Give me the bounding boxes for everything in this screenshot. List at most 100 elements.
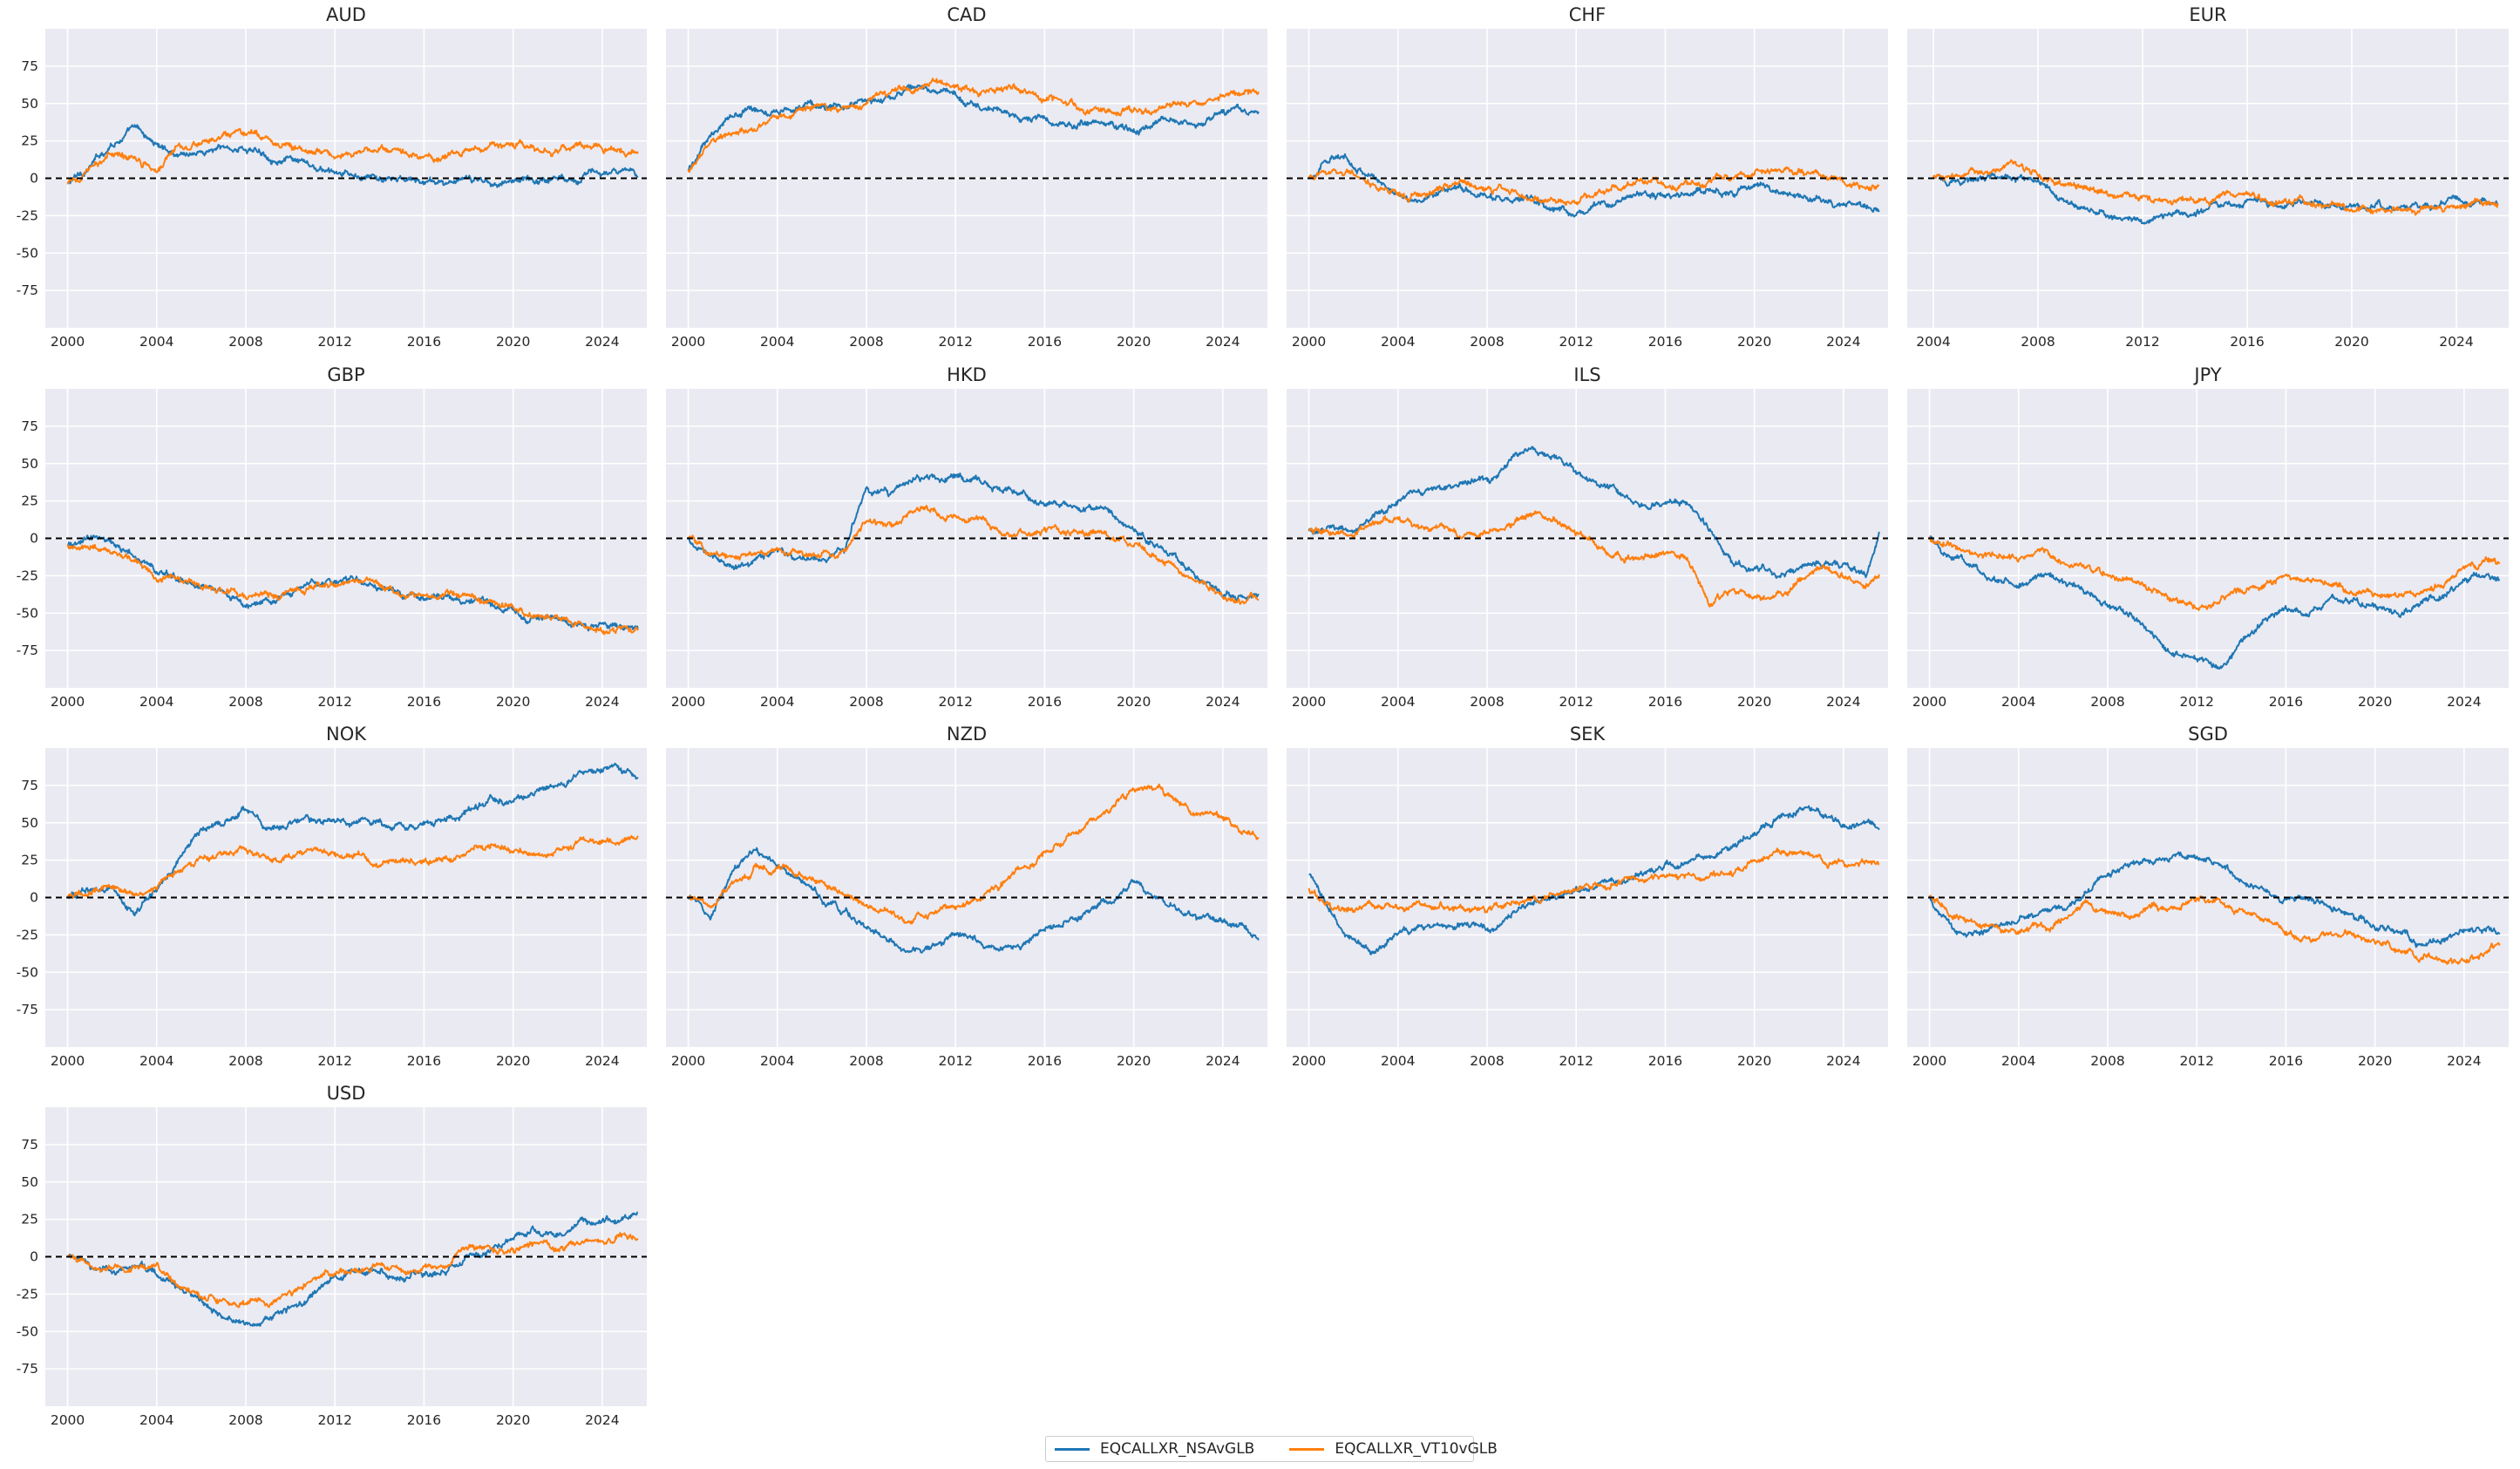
x-tick-label: 2004: [1916, 334, 1950, 350]
x-tick-label: 2024: [2447, 1053, 2481, 1069]
series-line-nsa-sgd: [1928, 851, 2501, 949]
series-line-vt10-chf: [1308, 166, 1880, 206]
x-tick-label: 2000: [1912, 1053, 1946, 1069]
x-tick-label: 2016: [407, 1053, 441, 1069]
x-tick-label: 2024: [1826, 1053, 1860, 1069]
x-tick-label: 2012: [317, 694, 351, 710]
y-tick-label: -50: [17, 964, 38, 980]
x-tick-label: 2004: [1381, 694, 1415, 710]
x-tick-label: 2024: [1206, 694, 1240, 710]
series-line-nsa-eur: [1932, 172, 2499, 225]
x-tick-label: 2020: [1737, 1053, 1771, 1069]
panel-title-eur: EUR: [2189, 4, 2226, 25]
legend-entry-nsa: EQCALLXR_NSAvGLB: [1046, 1440, 1254, 1458]
series-line-nsa-jpy: [1929, 535, 2501, 670]
y-tick-label: 25: [21, 853, 38, 868]
x-tick-label: 2020: [1737, 334, 1771, 350]
x-tick-label: 2020: [1117, 334, 1151, 350]
x-tick-label: 2024: [585, 1412, 619, 1428]
x-tick-label: 2012: [317, 1412, 351, 1428]
x-tick-label: 2004: [1381, 1053, 1415, 1069]
panel-hkd: 2000 2004 2008 2012 2016 2020 2024 HKD: [666, 364, 1267, 710]
x-tick-label: 2012: [1559, 694, 1593, 710]
panel-eur: 2004 2008 2012 2016 2020 2024 EUR: [1907, 4, 2509, 350]
series-line-nsa-gbp: [66, 534, 639, 632]
x-tick-label: 2012: [938, 694, 972, 710]
series-line-nsa-nzd: [687, 847, 1260, 954]
x-tick-label: 2016: [2269, 694, 2303, 710]
y-tick-label: -50: [17, 1323, 38, 1339]
series-line-nsa-sek: [1308, 805, 1880, 956]
x-tick-label: 2016: [407, 334, 441, 350]
y-tick-label: -75: [17, 1361, 38, 1377]
x-tick-label: 2004: [2001, 694, 2035, 710]
x-tick-label: 2008: [849, 1053, 883, 1069]
x-tick-label: 2000: [51, 694, 85, 710]
panel-title-chf: CHF: [1569, 4, 1606, 25]
x-tick-label: 2016: [407, 694, 441, 710]
x-tick-label: 2000: [671, 1053, 705, 1069]
x-tick-label: 2000: [1292, 334, 1326, 350]
y-tick-label: 25: [21, 493, 38, 509]
series-line-nsa-cad: [687, 84, 1260, 172]
x-tick-label: 2012: [2125, 334, 2159, 350]
x-tick-label: 2004: [760, 334, 794, 350]
y-tick-label: 50: [21, 96, 38, 112]
panel-title-usd: USD: [327, 1083, 366, 1104]
x-tick-label: 2004: [139, 694, 173, 710]
series-line-vt10-hkd: [687, 505, 1260, 605]
x-tick-label: 2012: [1559, 1053, 1593, 1069]
x-tick-label: 2004: [139, 1053, 173, 1069]
x-tick-label: 2008: [849, 694, 883, 710]
y-tick-label: 75: [21, 778, 38, 793]
x-tick-label: 2008: [228, 1053, 262, 1069]
legend-entry-vt10: EQCALLXR_VT10vGLB: [1280, 1440, 1498, 1458]
series-line-nsa-ils: [1308, 445, 1880, 579]
x-tick-label: 2020: [2334, 334, 2368, 350]
x-tick-label: 2020: [496, 1053, 530, 1069]
panel-nok: 75 50 25 0 -25 -50 -75 2000 2004 2008 2012 2016 2020…: [17, 724, 647, 1069]
x-tick-label: 2016: [2269, 1053, 2303, 1069]
x-tick-label: 2008: [1470, 334, 1504, 350]
x-tick-label: 2024: [1826, 694, 1860, 710]
x-tick-label: 2000: [1292, 1053, 1326, 1069]
x-tick-label: 2020: [1117, 694, 1151, 710]
x-tick-label: 2004: [2001, 1053, 2035, 1069]
series-line-vt10-cad: [687, 78, 1260, 173]
legend-label-vt10: EQCALLXR_VT10vGLB: [1335, 1440, 1498, 1458]
x-tick-label: 2008: [2090, 694, 2124, 710]
panel-title-gbp: GBP: [327, 364, 364, 385]
y-tick-label: 50: [21, 1174, 38, 1190]
panel-title-aud: AUD: [326, 4, 366, 25]
series-line-vt10-nok: [66, 834, 639, 900]
panel-title-nzd: NZD: [947, 724, 987, 745]
x-tick-label: 2016: [1028, 1053, 1062, 1069]
series-line-vt10-eur: [1932, 159, 2499, 216]
x-tick-label: 2008: [1470, 1053, 1504, 1069]
x-tick-label: 2000: [671, 694, 705, 710]
x-tick-label: 2012: [2179, 694, 2213, 710]
panel-sek: 2000 2004 2008 2012 2016 2020 2024 SEK: [1287, 724, 1888, 1069]
x-tick-label: 2012: [317, 1053, 351, 1069]
x-tick-label: 2008: [228, 694, 262, 710]
x-tick-label: 2012: [938, 1053, 972, 1069]
x-tick-label: 2024: [2447, 694, 2481, 710]
x-tick-label: 2008: [849, 334, 883, 350]
x-tick-label: 2000: [51, 1053, 85, 1069]
y-tick-label: -25: [17, 1286, 38, 1302]
y-tick-label: -50: [17, 245, 38, 261]
y-tick-label: 25: [21, 1212, 38, 1228]
x-tick-label: 2004: [760, 694, 794, 710]
y-tick-label: 75: [21, 418, 38, 434]
panel-title-jpy: JPY: [2192, 364, 2221, 385]
x-tick-label: 2016: [1028, 334, 1062, 350]
panel-jpy: 2000 2004 2008 2012 2016 2020 2024 JPY: [1907, 364, 2509, 710]
x-tick-label: 2024: [1206, 1053, 1240, 1069]
x-tick-label: 2020: [1117, 1053, 1151, 1069]
legend-swatch-vt10: [1289, 1447, 1325, 1451]
x-tick-label: 2020: [2358, 1053, 2392, 1069]
panel-gbp: 75 50 25 0 -25 -50 -75 2000 2004 2008 2012 2016 2020…: [17, 364, 647, 710]
y-tick-label: -25: [17, 927, 38, 942]
x-tick-label: 2024: [585, 1053, 619, 1069]
